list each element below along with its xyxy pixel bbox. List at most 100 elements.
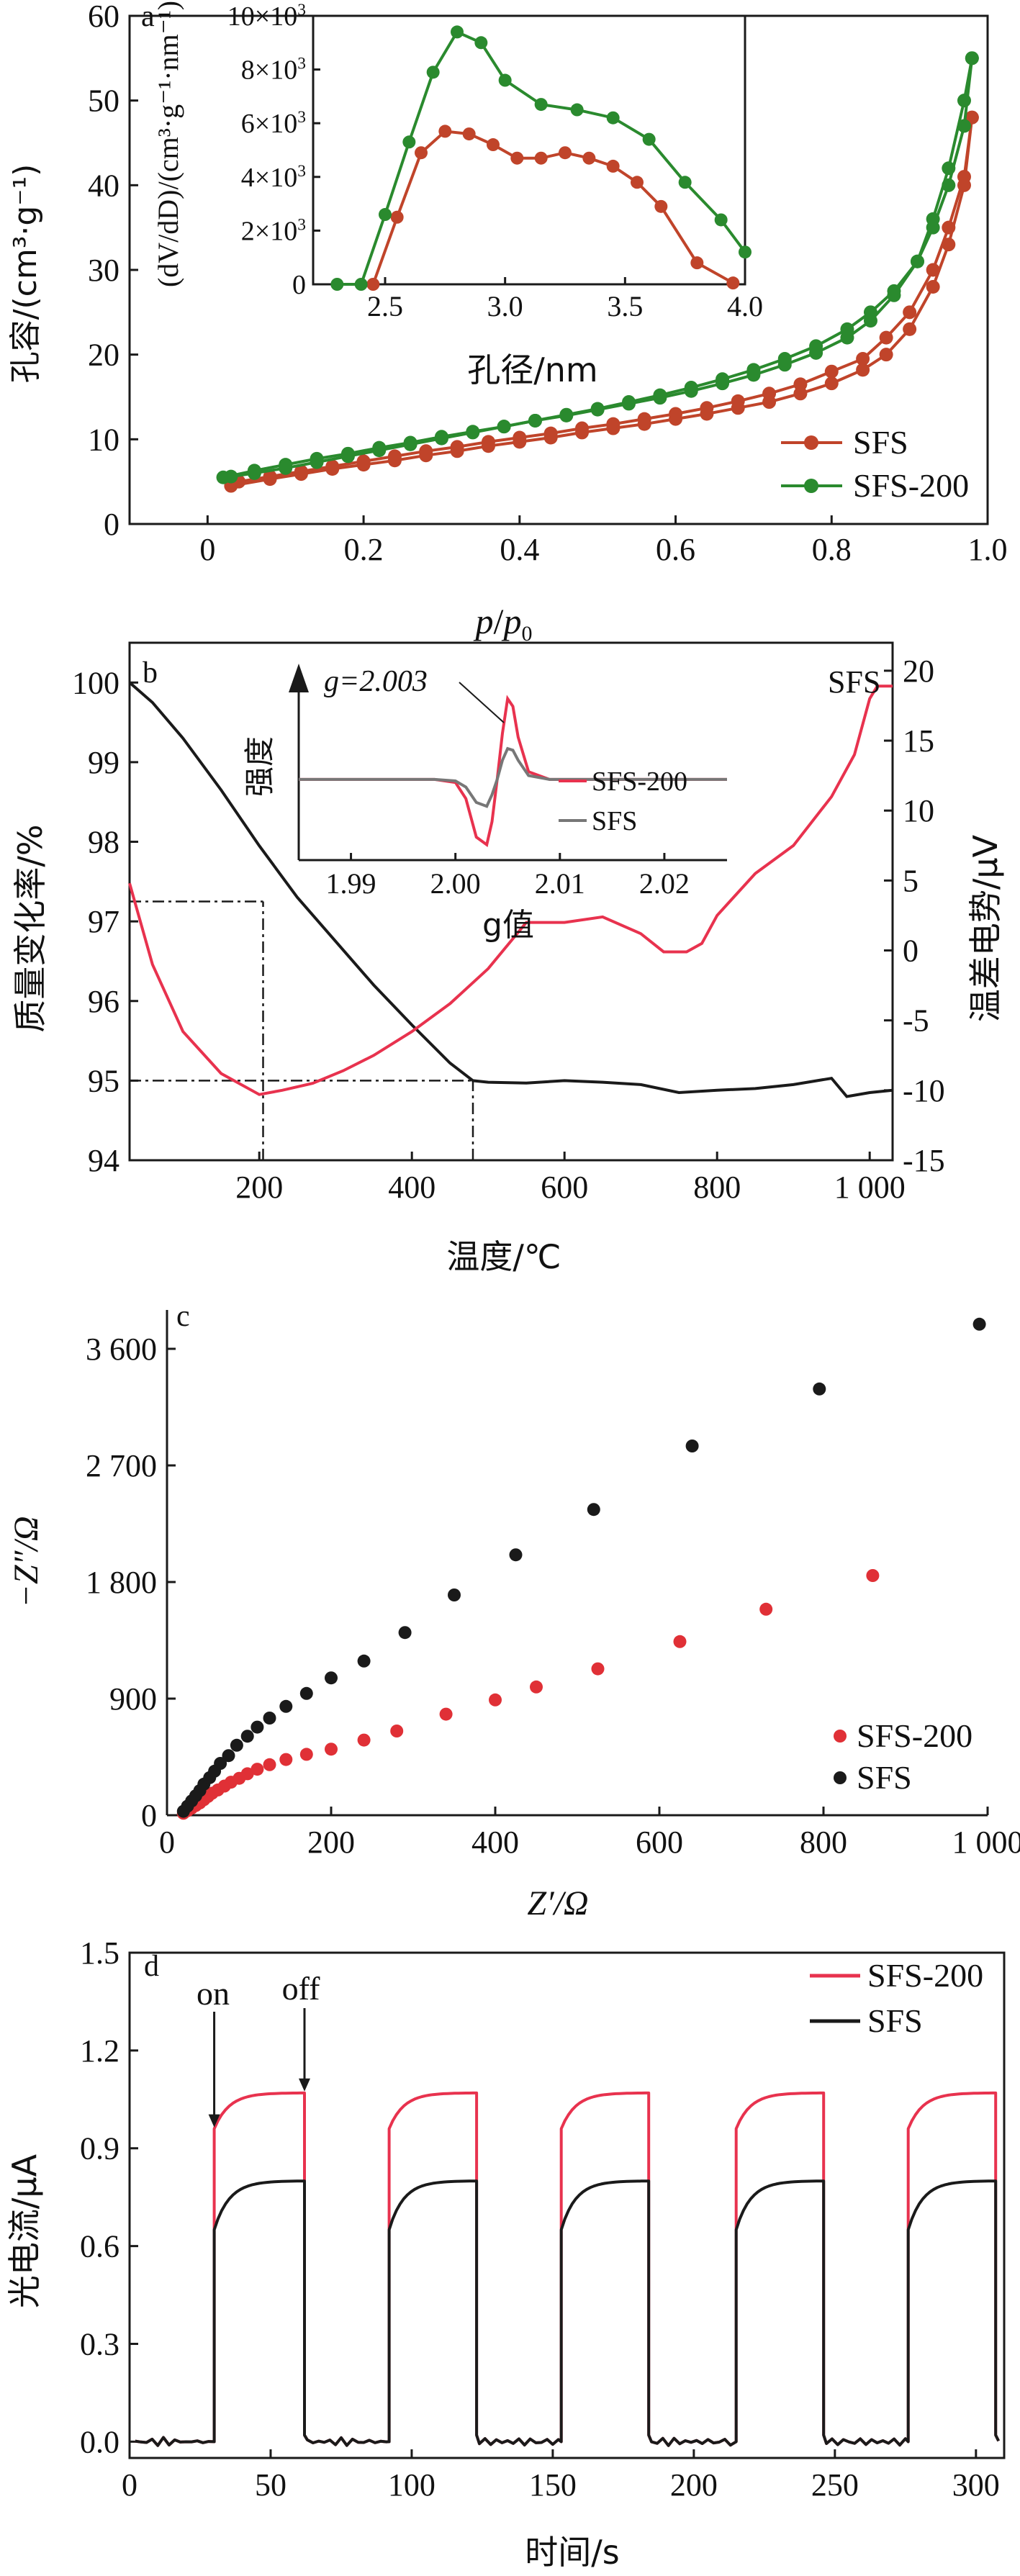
panel-b-inset-xlabel: g值	[482, 907, 534, 944]
panel-a: 0 0.2 0.4 0.6 0.8 1.0 0 10 20 30 40 50 60 2.5 3.0 3.5 4.…	[7, 0, 1008, 646]
nyquist-point	[673, 1635, 687, 1648]
isotherm-point	[622, 395, 636, 410]
isotherm-point	[575, 421, 590, 435]
on-arrow-icon	[208, 2114, 220, 2128]
y-tick-label: 0	[141, 1798, 157, 1833]
isotherm-point	[926, 220, 940, 235]
y-tick-label-left: 94	[88, 1143, 119, 1178]
legend-marker-sfs	[834, 1771, 847, 1784]
panel-b-annotation-pointer	[459, 682, 505, 723]
panel-c-xlabel: Z′/Ω	[527, 1884, 588, 1922]
nyquist-point	[240, 1767, 254, 1781]
nyquist-point	[357, 1654, 371, 1668]
nyquist-point	[509, 1548, 523, 1562]
panel-d-legend-sfs: SFS	[867, 2002, 923, 2039]
x-tick-label: 200	[235, 1170, 283, 1205]
isotherm-point	[879, 348, 893, 362]
x-tick-label: 0.4	[500, 532, 539, 567]
y-tick-label: 1.2	[80, 2033, 119, 2069]
panel-a-ylabel: 孔容/(cm³·g⁻¹)	[7, 164, 44, 384]
inset-x-tick-label: 3.5	[607, 290, 643, 322]
inset-psd-point	[451, 25, 464, 39]
panel-a-legend-sfs: SFS	[853, 424, 908, 461]
nyquist-point	[448, 1588, 461, 1601]
panel-c-legend-sfs: SFS	[857, 1759, 912, 1796]
isotherm-point	[528, 413, 542, 428]
isotherm-line-desorption	[230, 58, 974, 479]
isotherm-point	[684, 381, 698, 395]
inset-psd-point	[426, 65, 440, 79]
y-tick-label: 3 600	[86, 1332, 157, 1367]
isotherm-point	[887, 284, 901, 298]
isotherm-point	[809, 339, 823, 353]
isotherm-point	[856, 363, 870, 377]
panel-b-plot: 200 400 600 800 1 000949596979899100-15-10-5…	[72, 641, 945, 1205]
isotherm-point	[731, 394, 745, 408]
isotherm-point	[777, 352, 792, 366]
nyquist-point	[685, 1440, 699, 1452]
y-tick-label-right: 5	[903, 863, 919, 898]
panel-c-ylabel: −Z″/Ω	[7, 1516, 45, 1607]
inset-psd-point	[606, 111, 620, 125]
panel-a-legend-sfs200: SFS-200	[853, 467, 969, 504]
isotherm-point	[746, 363, 761, 377]
isotherm-point	[403, 437, 418, 451]
isotherm-point	[793, 377, 808, 392]
nyquist-point	[214, 1757, 227, 1770]
isotherm-point	[942, 220, 956, 235]
panel-b-ylabel-right: 温差电势/μV	[966, 834, 1005, 1022]
nyquist-point	[240, 1730, 254, 1743]
isotherm-point	[762, 387, 777, 401]
panel-c-legend-sfs200: SFS-200	[857, 1717, 972, 1754]
x-tick-label: 250	[811, 2467, 859, 2503]
nyquist-point	[325, 1743, 338, 1756]
inset-x-tick-label: 2.02	[639, 867, 690, 900]
x-tick-label: 150	[529, 2467, 577, 2503]
x-tick-label: 0	[122, 2467, 137, 2503]
inset-psd-point	[534, 151, 548, 165]
isotherm-point	[372, 443, 387, 458]
x-tick-label: 0	[199, 532, 215, 567]
legend-marker-sfs	[804, 435, 818, 450]
panel-b: 200 400 600 800 1 000949596979899100-15-10-5…	[11, 641, 1005, 1276]
x-tick-label: 600	[636, 1825, 683, 1860]
y-tick-label: 20	[88, 338, 119, 373]
nyquist-point	[813, 1382, 826, 1396]
isotherm-point	[340, 449, 355, 464]
dta-curve	[128, 684, 893, 1096]
nyquist-point	[222, 1749, 235, 1763]
nyquist-point	[251, 1720, 264, 1734]
inset-y-axis-arrow-icon	[289, 664, 309, 692]
inset-psd-point	[415, 146, 428, 160]
isotherm-point	[926, 280, 940, 294]
isotherm-point	[965, 51, 979, 65]
x-tick-label: 200	[670, 2467, 718, 2503]
inset-psd-point	[642, 132, 656, 146]
inset-x-tick-label: 4.0	[727, 290, 763, 322]
x-tick-label: 600	[541, 1170, 588, 1205]
y-tick-label: 0.6	[80, 2229, 119, 2264]
isotherm-point	[450, 440, 464, 454]
panel-c-plot: 0 200 400 600 800 1 000 0 900 1 800 2 700 3 600	[86, 1310, 1020, 1860]
inset-y-tick-label: 0	[292, 270, 306, 300]
isotherm-point	[879, 330, 893, 345]
isotherm-point	[669, 407, 683, 421]
x-tick-label: 800	[800, 1825, 847, 1860]
panel-a-plot: 0 0.2 0.4 0.6 0.8 1.0 0 10 20 30 40 50 60 2.5 3.0 3.5 4.…	[88, 0, 1008, 567]
nyquist-point	[299, 1748, 313, 1761]
isotherm-point	[942, 178, 956, 192]
inset-psd-point	[474, 36, 488, 50]
nyquist-point	[866, 1569, 880, 1582]
y-tick-label-right: 0	[903, 934, 919, 969]
inset-psd-point	[390, 210, 404, 224]
nyquist-point	[263, 1758, 276, 1771]
x-tick-label: 0.2	[344, 532, 384, 567]
nyquist-point	[279, 1753, 293, 1766]
epr-line	[299, 746, 727, 808]
inset-y-tick-label: 6×103	[241, 108, 306, 139]
inset-psd-point	[366, 278, 380, 291]
isotherm-point	[590, 402, 605, 416]
legend-marker-sfs200	[804, 479, 818, 493]
y-tick-label-right: -5	[903, 1003, 929, 1039]
